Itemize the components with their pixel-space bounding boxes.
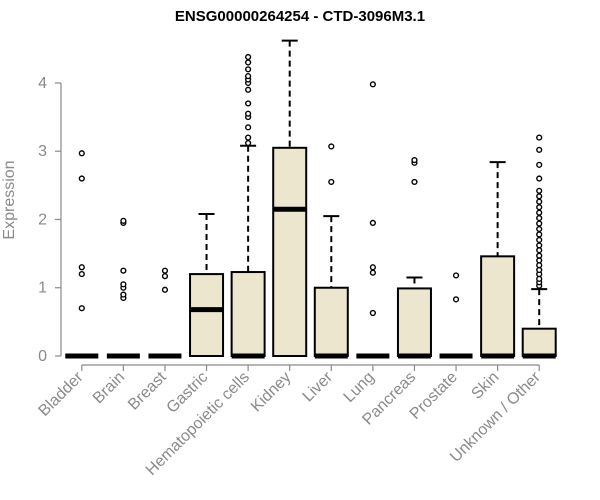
outlier-brain-7 [120, 217, 127, 224]
outlier-unknown-other-21 [536, 175, 543, 182]
box-unknown-other [521, 327, 557, 357]
outlier-brain-5 [120, 267, 127, 274]
outlier-bladder-3 [78, 264, 85, 271]
x-tick-label-skin: Skin [468, 369, 502, 403]
outlier-unknown-other-16 [536, 209, 543, 216]
box-gastric [189, 273, 225, 357]
axes-layer: 0 1 2 3 4 [38, 75, 540, 371]
outlier-breast-1 [161, 286, 169, 293]
outlier-unknown-other-15 [536, 215, 543, 222]
outlier-unknown-other-19 [536, 193, 543, 200]
outlier-liver-2 [328, 143, 335, 150]
box-kidney [272, 146, 308, 357]
outlier-hematopoietic-cells-12 [245, 59, 252, 66]
box-hematopoietic-cells [230, 271, 266, 357]
outlier-brain-4 [120, 281, 127, 288]
outlier-bladder-5 [78, 150, 85, 157]
outlier-lung-4 [369, 219, 376, 226]
outlier-unknown-other-12 [536, 231, 543, 238]
outlier-unknown-other-14 [536, 220, 543, 227]
chart-title: ENSG00000264254 - CTD-3096M3.1 [175, 8, 425, 25]
outlier-hematopoietic-cells-2 [245, 134, 252, 141]
outlier-bladder-2 [78, 270, 85, 278]
outlier-hematopoietic-cells-7 [245, 86, 252, 93]
x-tick-label-brain: Brain [90, 369, 128, 407]
outlier-unknown-other-8 [536, 252, 543, 259]
outlier-pancreas-1 [411, 178, 418, 186]
outlier-unknown-other-17 [536, 204, 543, 211]
outlier-hematopoietic-cells-11 [245, 66, 252, 73]
outlier-hematopoietic-cells-13 [245, 53, 252, 61]
outlier-hematopoietic-cells-5 [245, 110, 252, 117]
outlier-breast-3 [161, 267, 169, 274]
outlier-bladder-1 [78, 305, 85, 312]
y-axis-label: Expression [1, 160, 18, 239]
y-tick-label-2: 2 [38, 211, 47, 228]
x-tick-label-liver: Liver [300, 368, 337, 405]
outlier-liver-1 [328, 178, 335, 186]
outlier-bladder-4 [78, 175, 85, 182]
box-skin [480, 255, 516, 358]
outlier-pancreas-3 [411, 156, 418, 164]
outlier-prostate-2 [452, 272, 460, 279]
outlier-lung-5 [369, 81, 376, 88]
outlier-unknown-other-23 [536, 146, 543, 153]
x-tick-label-breast: Breast [125, 368, 170, 413]
outlier-brain-2 [120, 291, 127, 298]
y-tick-label-1: 1 [38, 280, 47, 297]
y-tick-label-0: 0 [38, 348, 47, 365]
outlier-unknown-other-20 [536, 187, 543, 194]
y-tick-label-3: 3 [38, 143, 47, 160]
outliers-layer [78, 53, 543, 317]
y-tick-label-4: 4 [38, 75, 47, 92]
outlier-unknown-other-24 [536, 134, 543, 141]
outlier-unknown-other-13 [536, 225, 543, 233]
outlier-lung-2 [369, 269, 376, 276]
boxes-layer [65, 39, 557, 359]
x-tick-label-kidney: Kidney [248, 369, 295, 416]
outlier-lung-1 [369, 309, 376, 317]
outlier-lung-3 [369, 264, 376, 271]
outlier-unknown-other-18 [536, 198, 543, 205]
outlier-breast-2 [161, 273, 169, 280]
box-pancreas [396, 287, 432, 358]
x-tick-label-lung: Lung [341, 369, 378, 406]
box-liver [313, 286, 349, 358]
outlier-unknown-other-11 [536, 236, 543, 244]
outlier-unknown-other-10 [536, 242, 543, 249]
x-tick-label-bladder: Bladder [36, 368, 87, 419]
outlier-hematopoietic-cells-1 [245, 139, 252, 147]
outlier-hematopoietic-cells-3 [245, 124, 252, 131]
outlier-hematopoietic-cells-10 [245, 73, 252, 80]
outlier-prostate-1 [452, 296, 460, 303]
outlier-unknown-other-22 [536, 161, 543, 168]
outlier-hematopoietic-cells-6 [245, 100, 252, 107]
